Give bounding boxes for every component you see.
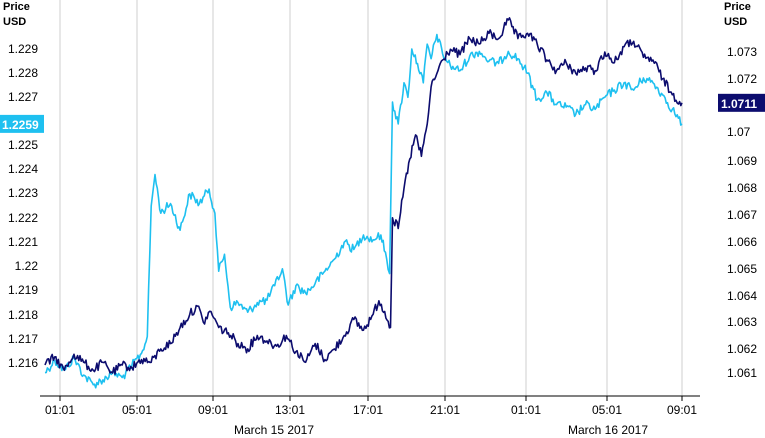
right-tick-label: 1.073 <box>727 45 757 59</box>
right-tick-label: 1.07 <box>727 125 751 139</box>
right-axis-title: Price <box>724 1 751 13</box>
right-last-value-text: 1.0711 <box>721 97 757 111</box>
left-tick-label: 1.228 <box>8 66 38 80</box>
right-tick-label: 1.062 <box>727 342 757 356</box>
axis-layer: 01:01 05:01 09:01 13:01 17:01 21:01 01:01 05:01… <box>3 1 757 437</box>
x-tick-label: 09:01 <box>198 403 228 417</box>
left-tick-label: 1.222 <box>8 211 38 225</box>
right-axis-unit: USD <box>724 16 747 28</box>
series-line-left <box>44 33 683 389</box>
x-tick-label: 17:01 <box>353 403 383 417</box>
right-tick-label: 1.063 <box>727 315 757 329</box>
left-tick-label: 1.225 <box>8 138 38 152</box>
left-tick-label: 1.216 <box>8 356 38 370</box>
left-tick-label: 1.227 <box>8 90 38 104</box>
left-tick-label: 1.223 <box>8 186 38 200</box>
right-tick-label: 1.065 <box>727 262 757 276</box>
label-layer: 1.2259 1.0711 <box>0 93 765 133</box>
left-tick-label: 1.22 <box>15 259 39 273</box>
right-tick-label: 1.064 <box>727 289 757 303</box>
right-tick-label: 1.068 <box>727 181 757 195</box>
grid-layer <box>59 0 683 396</box>
x-tick-label: 01:01 <box>511 403 541 417</box>
left-tick-label: 1.217 <box>8 332 38 346</box>
x-tick-label: 05:01 <box>122 403 152 417</box>
left-tick-label: 1.224 <box>8 162 38 176</box>
x-tick-label: 21:01 <box>430 403 460 417</box>
right-last-value-badge <box>718 93 765 112</box>
x-date-label: March 16 2017 <box>568 423 648 437</box>
left-axis-title: Price <box>3 1 30 13</box>
series-line-right <box>44 17 683 375</box>
left-axis-unit: USD <box>3 16 26 28</box>
left-tick-label: 1.218 <box>8 308 38 322</box>
left-tick-label: 1.221 <box>8 235 38 249</box>
left-last-value-text: 1.2259 <box>2 118 39 132</box>
x-date-label: March 15 2017 <box>234 423 314 437</box>
left-tick-label: 1.229 <box>8 42 38 56</box>
right-tick-label: 1.069 <box>727 154 757 168</box>
left-tick-label: 1.219 <box>8 283 38 297</box>
right-tick-label: 1.066 <box>727 235 757 249</box>
right-tick-label: 1.067 <box>727 208 757 222</box>
right-tick-label: 1.072 <box>727 72 757 86</box>
right-tick-label: 1.061 <box>727 366 757 380</box>
x-tick-label: 13:01 <box>275 403 305 417</box>
x-tick-label: 01:01 <box>45 403 75 417</box>
x-tick-label: 09:01 <box>667 403 697 417</box>
left-last-value-badge <box>0 114 44 133</box>
x-tick-label: 05:01 <box>592 403 622 417</box>
series-layer <box>44 17 683 389</box>
